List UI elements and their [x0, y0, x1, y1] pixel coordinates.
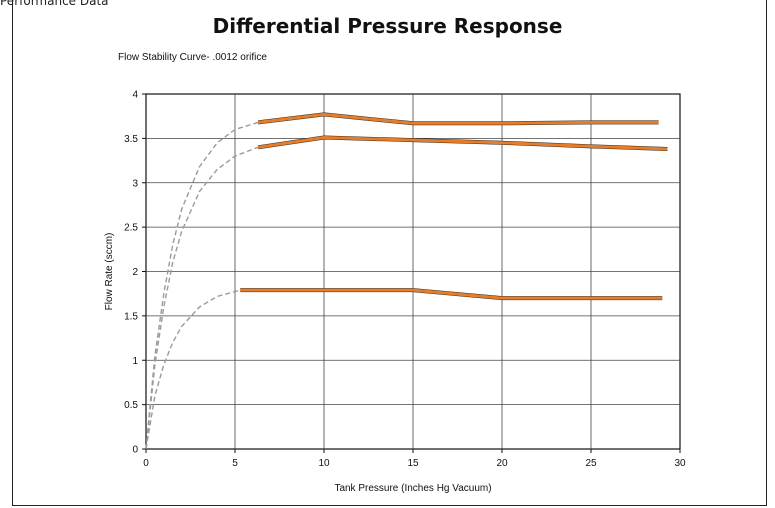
- page-title: Differential Pressure Response: [212, 14, 563, 38]
- dashed-curve-line: [145, 146, 259, 450]
- y-axis-label: Flow Rate (sccm): [104, 233, 115, 311]
- y-tick-label: 2: [132, 267, 138, 278]
- y-tick-label: 0.5: [124, 400, 138, 411]
- y-tick-label: 3: [132, 178, 138, 189]
- x-tick-label: 30: [674, 458, 686, 469]
- panel-frame: [12, 0, 767, 506]
- flow-series-line: [257, 136, 668, 151]
- x-tick-label: 0: [143, 458, 149, 469]
- x-tick-label: 10: [318, 458, 330, 469]
- x-tick-label: 15: [407, 458, 419, 469]
- y-tick-label: 3.5: [124, 134, 138, 145]
- y-tick-label: 4: [132, 90, 138, 101]
- x-tick-label: 5: [232, 458, 238, 469]
- chart-ticks: 0 5 10 15 20 25 30 0 0.5 1 1.5 2 2.5 3 3.5 4: [124, 90, 686, 470]
- flow-series-line: [240, 288, 663, 300]
- x-tick-label: 25: [585, 458, 597, 469]
- cropped-heading: Performance Data: [0, 0, 109, 8]
- y-tick-label: 0: [132, 445, 138, 456]
- y-tick-label: 1: [132, 356, 138, 367]
- chart-series: [145, 112, 668, 450]
- x-tick-label: 20: [496, 458, 508, 469]
- y-tick-label: 1.5: [124, 311, 138, 322]
- dashed-curve-line: [145, 121, 259, 450]
- x-axis-label: Tank Pressure (Inches Hg Vacuum): [334, 483, 491, 494]
- chart-title: Flow Stability Curve- .0012 orifice: [118, 52, 267, 63]
- y-tick-label: 2.5: [124, 223, 138, 234]
- dashed-curve-line: [145, 289, 241, 450]
- flow-series-line: [257, 112, 659, 125]
